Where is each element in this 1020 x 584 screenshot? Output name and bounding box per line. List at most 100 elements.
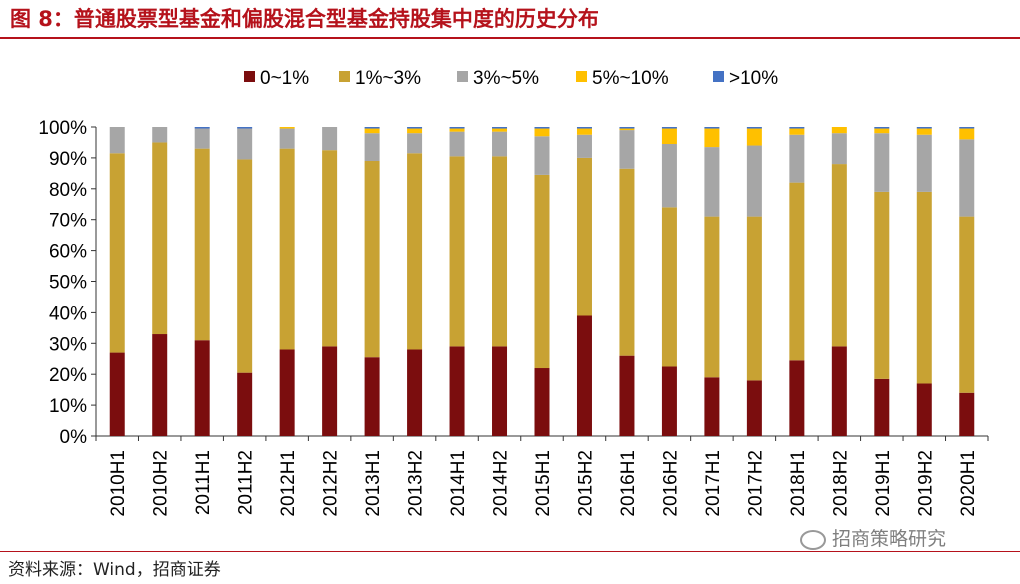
y-tick-label: 30% xyxy=(49,334,87,355)
legend-swatch xyxy=(339,71,350,82)
bar-2020H1-1%~3% xyxy=(959,216,975,393)
x-tick-label: 2012H2 xyxy=(321,450,342,517)
bar-2011H1-3%~5% xyxy=(194,128,210,149)
bar-2013H1-1%~3% xyxy=(364,160,380,358)
bar-2017H2-5%~10% xyxy=(746,128,762,146)
x-tick-label: 2020H1 xyxy=(958,450,979,517)
bar-2012H1-0~1% xyxy=(279,349,295,436)
bar-2014H1-3%~5% xyxy=(449,131,465,157)
bar-2019H1-1%~3% xyxy=(874,191,890,379)
bar-2014H1-0~1% xyxy=(449,346,465,436)
bar-2010H1-3%~5% xyxy=(109,127,125,154)
x-tick-label: 2017H1 xyxy=(703,450,724,517)
x-tick-label: 2010H1 xyxy=(108,450,129,517)
bar-2019H2-5%~10% xyxy=(916,128,932,135)
x-tick-label: 2016H1 xyxy=(618,450,639,517)
bar-2011H1->10% xyxy=(194,127,210,129)
bar-2011H2-0~1% xyxy=(237,372,253,436)
bar-2015H1-5%~10% xyxy=(534,128,550,137)
bar-2017H1->10% xyxy=(704,127,720,129)
bar-2011H2->10% xyxy=(237,127,253,129)
bar-2015H2-1%~3% xyxy=(576,157,592,316)
bar-2018H2-0~1% xyxy=(831,346,847,436)
bar-2013H2-1%~3% xyxy=(407,153,423,350)
bar-2016H1-0~1% xyxy=(619,355,635,436)
legend-label: 3%~5% xyxy=(473,68,539,89)
bar-2018H1-0~1% xyxy=(789,360,805,436)
bar-2013H2->10% xyxy=(407,127,423,129)
y-tick-label: 60% xyxy=(49,242,87,263)
bar-2013H2-3%~5% xyxy=(407,133,423,154)
bar-2020H1-0~1% xyxy=(959,392,975,436)
y-tick-label: 40% xyxy=(49,303,87,324)
bar-2019H2-0~1% xyxy=(916,383,932,436)
bar-2014H1-5%~10% xyxy=(449,128,465,132)
bar-2013H1-3%~5% xyxy=(364,133,380,161)
x-tick-label: 2010H2 xyxy=(151,450,172,517)
legend-swatch xyxy=(457,71,468,82)
bar-2014H2-0~1% xyxy=(492,346,508,436)
y-tick-label: 90% xyxy=(49,149,87,170)
bar-2015H1->10% xyxy=(534,127,550,129)
bar-2017H1-5%~10% xyxy=(704,128,720,148)
bar-2010H1-1%~3% xyxy=(109,153,125,353)
bar-2019H2->10% xyxy=(916,127,932,129)
bar-2012H2-0~1% xyxy=(322,346,338,436)
x-tick-label: 2019H2 xyxy=(915,450,936,517)
bar-2011H2-3%~5% xyxy=(237,128,253,160)
bar-2016H1->10% xyxy=(619,127,635,129)
y-tick-label: 70% xyxy=(49,211,87,232)
bar-2014H2-3%~5% xyxy=(492,131,508,157)
bar-2017H2-1%~3% xyxy=(746,216,762,381)
bar-2018H1-5%~10% xyxy=(789,128,805,135)
x-tick-label: 2011H1 xyxy=(193,450,214,515)
bar-2015H1-0~1% xyxy=(534,368,550,436)
legend-swatch xyxy=(244,71,255,82)
bar-2017H2-3%~5% xyxy=(746,145,762,217)
bar-2012H2-1%~3% xyxy=(322,150,338,347)
y-tick-label: 100% xyxy=(38,118,87,139)
wechat-icon xyxy=(800,529,826,550)
bar-2010H2-0~1% xyxy=(152,334,168,436)
legend-label: 1%~3% xyxy=(355,68,421,89)
bar-2013H1-0~1% xyxy=(364,357,380,436)
bar-2016H2-0~1% xyxy=(661,366,677,436)
bar-2018H2-3%~5% xyxy=(831,133,847,165)
y-tick-label: 0% xyxy=(60,427,88,448)
legend-label: 5%~10% xyxy=(592,68,669,89)
bar-2017H1-3%~5% xyxy=(704,147,720,217)
bar-2014H2-5%~10% xyxy=(492,128,508,132)
legend-swatch xyxy=(576,71,587,82)
legend: 0~1% 1%~3% 3%~5% 5%~10% >10% xyxy=(244,68,778,89)
legend-label: >10% xyxy=(729,68,778,89)
footer-divider xyxy=(0,551,1020,552)
bar-2020H1->10% xyxy=(959,127,975,129)
bar-2013H2-0~1% xyxy=(407,349,423,436)
bar-2016H2-5%~10% xyxy=(661,128,677,144)
bar-2013H1->10% xyxy=(364,127,380,129)
x-tick-label: 2013H2 xyxy=(406,450,427,517)
x-tick-label: 2018H2 xyxy=(830,450,851,517)
bar-2017H1-0~1% xyxy=(704,377,720,436)
bar-2010H2-3%~5% xyxy=(152,127,168,143)
bar-2015H2->10% xyxy=(576,127,592,129)
x-tick-label: 2016H2 xyxy=(660,450,681,517)
bar-2018H1-3%~5% xyxy=(789,134,805,183)
bar-2012H2-3%~5% xyxy=(322,127,338,151)
bar-2012H1-3%~5% xyxy=(279,128,295,149)
bar-2016H2-1%~3% xyxy=(661,207,677,367)
bar-2011H1-0~1% xyxy=(194,340,210,436)
bar-2019H2-1%~3% xyxy=(916,191,932,384)
bar-2016H1-1%~3% xyxy=(619,168,635,356)
x-tick-label: 2014H1 xyxy=(448,450,469,517)
bar-2019H1-5%~10% xyxy=(874,128,890,134)
x-tick-label: 2015H1 xyxy=(533,450,554,517)
y-tick-label: 10% xyxy=(49,396,87,417)
chart-title: 图 8：普通股票型基金和偏股混合型基金持股集中度的历史分布 xyxy=(10,7,599,31)
x-tick-label: 2019H1 xyxy=(873,450,894,517)
bar-2018H1-1%~3% xyxy=(789,182,805,361)
bar-2012H1-5%~10% xyxy=(279,127,295,129)
x-tick-label: 2013H1 xyxy=(363,450,384,517)
bar-2019H1-0~1% xyxy=(874,378,890,436)
